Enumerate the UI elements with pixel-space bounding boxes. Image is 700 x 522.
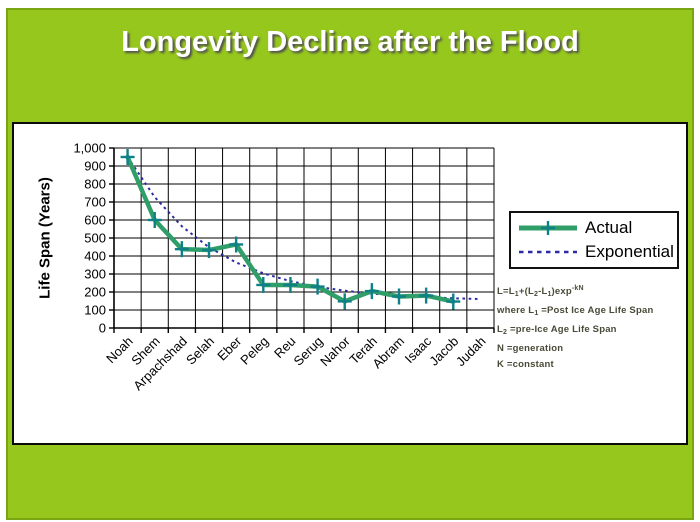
- y-axis-tick-label: 800: [84, 177, 106, 192]
- x-axis-label: Nahor: [317, 333, 353, 369]
- slide-title: Longevity Decline after the Flood: [121, 26, 579, 58]
- slide-background: Longevity Decline after the Flood 0 100 20…: [6, 8, 694, 520]
- y-axis-tick-label: 600: [84, 213, 106, 228]
- chart-plot: 01002003004005006007008009001,000NoahShe…: [73, 141, 495, 393]
- legend-label-actual: Actual: [585, 218, 633, 237]
- x-axis-label: Serug: [291, 334, 326, 369]
- legend-label-exponential: Exponential: [585, 242, 674, 261]
- x-axis-label: Judah: [453, 334, 489, 370]
- y-axis-tick-label: 200: [84, 285, 106, 300]
- chart-legend: Actual Exponential: [509, 211, 679, 269]
- chart-panel: 0 100 200 300 400 500 600 700 800 900 1,000 Noah She…: [12, 122, 688, 445]
- formula-line: L2 =pre-Ice Age Life Span: [497, 324, 617, 336]
- y-axis-tick-label: 1,000: [73, 141, 106, 156]
- legend-entry-actual: Actual: [517, 216, 671, 240]
- formula-line: L=L1+(L2-L1)exp-kN: [497, 285, 584, 298]
- formula-line: K =constant: [497, 359, 554, 370]
- y-axis-tick-label: 400: [84, 249, 106, 264]
- x-axis-label: Jacob: [426, 334, 461, 369]
- y-axis-title: Life Span (Years): [36, 177, 54, 299]
- legend-entry-exponential: Exponential: [517, 240, 674, 264]
- exponential-line-sample-icon: [519, 250, 577, 254]
- y-axis-tick-label: 0: [99, 321, 106, 336]
- x-axis-label: Selah: [183, 334, 217, 368]
- y-axis-tick-label: 900: [84, 159, 106, 174]
- formula-line: where L1 =Post Ice Age Life Span: [497, 305, 654, 317]
- y-axis-tick-label: 100: [84, 303, 106, 318]
- formula-line: N =generation: [497, 343, 564, 354]
- actual-line-sample-icon: [519, 221, 577, 235]
- x-axis-label: Abram: [369, 334, 407, 372]
- y-axis-tick-label: 300: [84, 267, 106, 282]
- y-axis-tick-label: 500: [84, 231, 106, 246]
- formula-block: L=L1+(L2-L1)exp-kN where L1 =Post Ice Age…: [497, 281, 683, 373]
- x-axis-label: Peleg: [237, 334, 271, 368]
- y-axis-tick-label: 700: [84, 195, 106, 210]
